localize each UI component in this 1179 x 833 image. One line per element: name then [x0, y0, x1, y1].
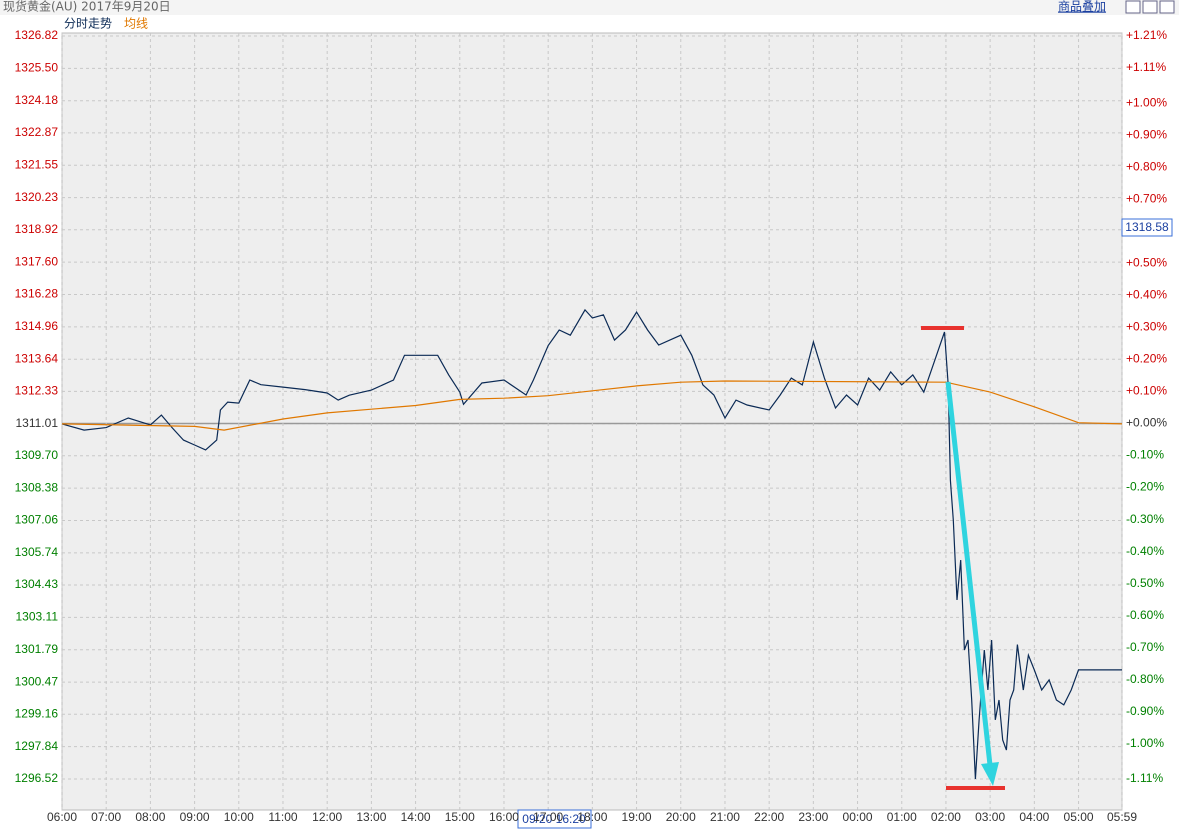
- series-line: [61, 308, 1122, 780]
- annotations: [921, 326, 1005, 790]
- x-tick-label: 01:00: [887, 810, 917, 824]
- x-tick-label: 09:00: [180, 810, 210, 824]
- y-tick-label: 1307.06: [15, 513, 59, 527]
- price-cursor-label: 1318.58: [1125, 220, 1169, 234]
- time-cursor-box: [517, 809, 592, 829]
- y-tick-label: 1296.52: [15, 771, 59, 785]
- price-cursor-box: [1121, 218, 1173, 237]
- y-tick-label: 1322.87: [15, 125, 59, 139]
- y-tick-label: 1318.92: [15, 222, 59, 236]
- legend-entry: 分时走势: [64, 17, 112, 31]
- y2-tick-label: +0.80%: [1126, 159, 1167, 173]
- drop-arrow: [945, 381, 993, 766]
- y-tick-label: 1324.18: [15, 93, 59, 107]
- y-tick-label: 1326.82: [15, 28, 59, 42]
- y2-tick-label: +0.40%: [1126, 288, 1167, 302]
- y-tick-label: 1313.64: [15, 351, 59, 365]
- y2-tick-label: +0.30%: [1126, 320, 1167, 334]
- x-tick-label: 20:00: [666, 810, 696, 824]
- x-tick-label: 23:00: [798, 810, 828, 824]
- x-tick-label: 00:00: [843, 810, 873, 824]
- x-tick-label: 06:00: [47, 810, 77, 824]
- y-tick-label: 1312.33: [15, 383, 59, 397]
- y-tick-label: 1317.60: [15, 254, 59, 268]
- y-tick-label: 1314.96: [15, 319, 59, 333]
- plot-area: [61, 32, 1123, 811]
- header-title: 现货黄金(AU) 2017年9月20日: [3, 0, 171, 14]
- y-tick-label: 1305.74: [15, 545, 59, 559]
- y2-tick-label: +1.21%: [1126, 28, 1167, 42]
- x-tick-label: 04:00: [1019, 810, 1049, 824]
- y-tick-label: 1300.47: [15, 674, 59, 688]
- y2-tick-label: +1.00%: [1126, 95, 1167, 109]
- y-tick-label: 1320.23: [15, 190, 59, 204]
- grid: [61, 33, 1123, 810]
- x-tick-label: 05:00: [1064, 810, 1094, 824]
- y-tick-label: 1297.84: [15, 739, 59, 753]
- y-tick-label: 1311.01: [16, 416, 59, 430]
- y2-tick-label: -0.50%: [1126, 576, 1164, 590]
- y2-tick-label: +0.10%: [1126, 384, 1167, 398]
- nav-right[interactable]: [1142, 0, 1158, 14]
- y2-tick-label: -0.40%: [1126, 544, 1164, 558]
- y2-tick-label: -0.20%: [1126, 480, 1164, 494]
- y2-tick-label: +1.11%: [1126, 60, 1166, 74]
- y2-tick-label: -0.60%: [1126, 608, 1164, 622]
- nav-left[interactable]: [1125, 0, 1141, 14]
- x-tick-label: 03:00: [975, 810, 1005, 824]
- y2-tick-label: -0.10%: [1126, 448, 1164, 462]
- y2-tick-label: +0.90%: [1126, 127, 1167, 141]
- x-tick-label: 07:00: [91, 810, 121, 824]
- x-tick-label: 15:00: [445, 810, 475, 824]
- x-tick-label: 21:00: [710, 810, 740, 824]
- y2-tick-label: -0.30%: [1126, 512, 1164, 526]
- y2-tick-label: -0.90%: [1126, 704, 1164, 718]
- x-tick-label: 18:00: [577, 810, 607, 824]
- x-tick-label: 13:00: [356, 810, 386, 824]
- lines: [61, 308, 1123, 780]
- x-tick-label: 02:00: [931, 810, 961, 824]
- x-tick-label: 11:00: [268, 810, 297, 824]
- legend-entry: 均线: [124, 17, 148, 31]
- y-tick-label: 1303.11: [16, 610, 59, 624]
- x-tick-label: 14:00: [401, 810, 431, 824]
- header-bar: [0, 0, 1179, 15]
- y-tick-label: 1309.70: [15, 448, 59, 462]
- y2-tick-label: -1.00%: [1126, 736, 1164, 750]
- y-tick-label: 1325.50: [15, 61, 59, 75]
- drop-arrowhead: [981, 762, 999, 786]
- x-tick-label: 16:00: [489, 810, 519, 824]
- x-tick-label: 12:00: [312, 810, 342, 824]
- y2-tick-label: -0.70%: [1126, 640, 1164, 654]
- y-tick-label: 1301.79: [15, 642, 59, 656]
- time-cursor-label: 09/20 16:20: [522, 812, 586, 826]
- y2-tick-label: +0.00%: [1126, 416, 1167, 430]
- toolbar[interactable]: [1125, 0, 1175, 14]
- nav-layout[interactable]: [1159, 0, 1175, 14]
- legend: 分时走势 均线: [64, 17, 148, 31]
- overlay-button[interactable]: 商品叠加: [1058, 0, 1106, 14]
- x-tick-label: 05:59: [1107, 810, 1137, 824]
- y-tick-label: 1316.28: [15, 287, 59, 301]
- x-tick-label: 19:00: [622, 810, 652, 824]
- y2-tick-label: -0.80%: [1126, 672, 1164, 686]
- x-tick-label: 17:00: [533, 810, 563, 824]
- y2-tick-label: +0.70%: [1126, 192, 1167, 206]
- x-tick-label: 22:00: [754, 810, 784, 824]
- x-tick-label: 08:00: [135, 810, 165, 824]
- y2-tick-label: +0.50%: [1126, 256, 1167, 270]
- y-tick-label: 1304.43: [15, 577, 59, 591]
- y-tick-label: 1308.38: [15, 480, 59, 494]
- x-tick-label: 10:00: [224, 810, 254, 824]
- y-tick-label: 1299.16: [15, 706, 59, 720]
- y-tick-label: 1321.55: [15, 157, 59, 171]
- series-line: [61, 380, 1123, 431]
- y2-tick-label: -1.11%: [1126, 771, 1163, 785]
- y2-tick-label: +0.20%: [1126, 352, 1167, 366]
